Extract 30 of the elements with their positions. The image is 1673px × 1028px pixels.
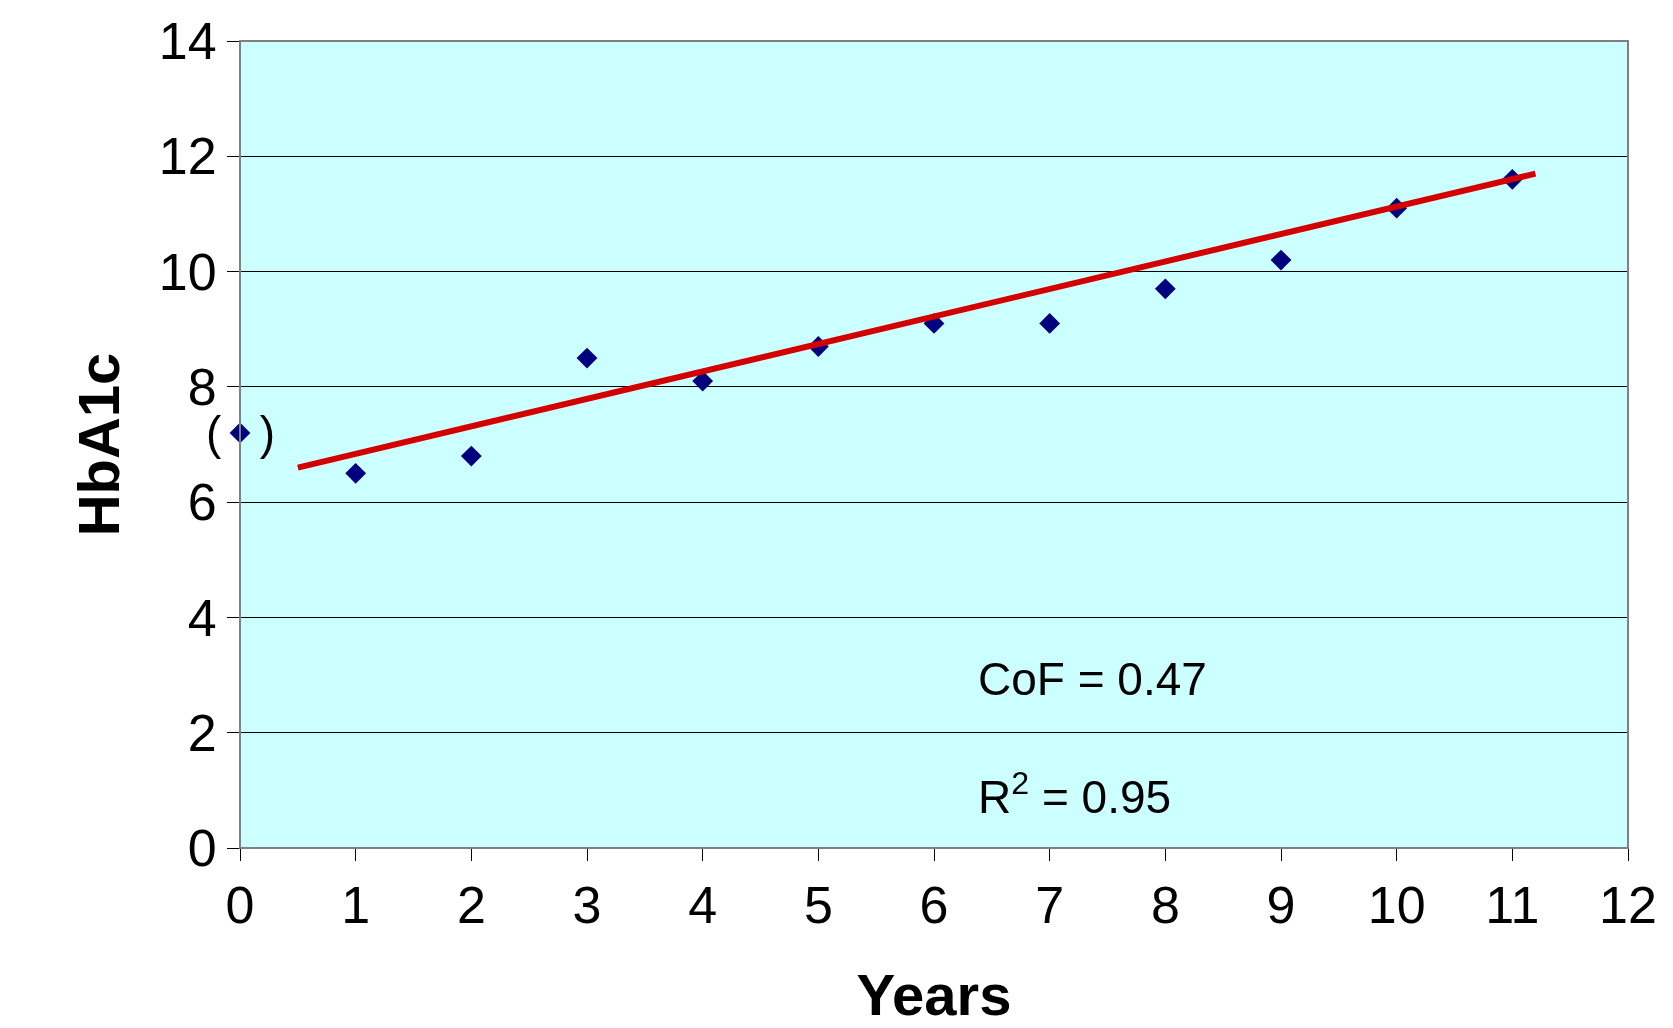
x-axis-title: Years xyxy=(856,961,1012,1027)
point xyxy=(460,445,482,467)
x-tick-label: 4 xyxy=(688,876,718,935)
x-tick-label: 8 xyxy=(1150,876,1180,935)
y-tick-label: 0 xyxy=(187,819,217,878)
annotation: R$^{2}$ = 0.95 xyxy=(978,765,1172,824)
y-tick-label: 12 xyxy=(158,127,217,186)
point xyxy=(1270,249,1292,271)
x-tick-label: 0 xyxy=(225,876,255,935)
y-tick-label: 6 xyxy=(187,473,217,532)
y-tick-label: 10 xyxy=(158,242,217,301)
x-tick-label: 9 xyxy=(1266,876,1296,935)
point xyxy=(576,347,598,369)
x-tick-label: 12 xyxy=(1599,876,1657,935)
x-tick-label: 10 xyxy=(1367,876,1426,935)
y-tick-label: 4 xyxy=(187,588,217,647)
x-tick-label: 3 xyxy=(572,876,602,935)
x-tick-label: 11 xyxy=(1485,876,1540,935)
x-tick-label: 7 xyxy=(1035,876,1065,935)
y-tick-label: 14 xyxy=(158,12,217,71)
x-tick-label: 5 xyxy=(803,876,833,935)
y-axis-title: HbA1c xyxy=(65,352,131,537)
point xyxy=(1039,313,1061,334)
x-tick-label: 6 xyxy=(919,876,949,935)
y-tick-label: 2 xyxy=(187,703,217,762)
annotation: CoF = 0.47 xyxy=(978,653,1207,705)
point xyxy=(1154,278,1176,300)
point xyxy=(345,462,367,484)
x-tick-label: 1 xyxy=(341,876,371,935)
x-tick-label: 2 xyxy=(456,876,486,935)
